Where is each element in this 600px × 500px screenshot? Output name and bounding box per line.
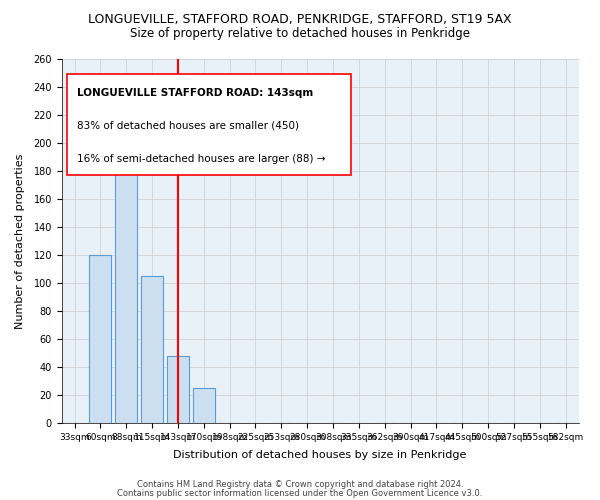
Bar [115, 80, 137, 423]
Y-axis label: Number of detached properties: Number of detached properties [15, 154, 25, 328]
Text: 83% of detached houses are smaller (450): 83% of detached houses are smaller (450) [77, 121, 299, 131]
Text: Contains HM Land Registry data © Crown copyright and database right 2024.: Contains HM Land Registry data © Crown c… [137, 480, 463, 489]
Text: Size of property relative to detached houses in Penkridge: Size of property relative to detached ho… [130, 28, 470, 40]
Text: 16% of semi-detached houses are larger (88) →: 16% of semi-detached houses are larger (… [77, 154, 326, 164]
FancyBboxPatch shape [67, 74, 351, 176]
Text: LONGUEVILLE STAFFORD ROAD: 143sqm: LONGUEVILLE STAFFORD ROAD: 143sqm [77, 88, 313, 98]
Bar [193, 388, 215, 423]
Bar [89, 255, 112, 423]
Text: Contains public sector information licensed under the Open Government Licence v3: Contains public sector information licen… [118, 489, 482, 498]
X-axis label: Distribution of detached houses by size in Penkridge: Distribution of detached houses by size … [173, 450, 467, 460]
Bar [141, 276, 163, 423]
Text: LONGUEVILLE, STAFFORD ROAD, PENKRIDGE, STAFFORD, ST19 5AX: LONGUEVILLE, STAFFORD ROAD, PENKRIDGE, S… [88, 12, 512, 26]
Bar [167, 356, 189, 423]
